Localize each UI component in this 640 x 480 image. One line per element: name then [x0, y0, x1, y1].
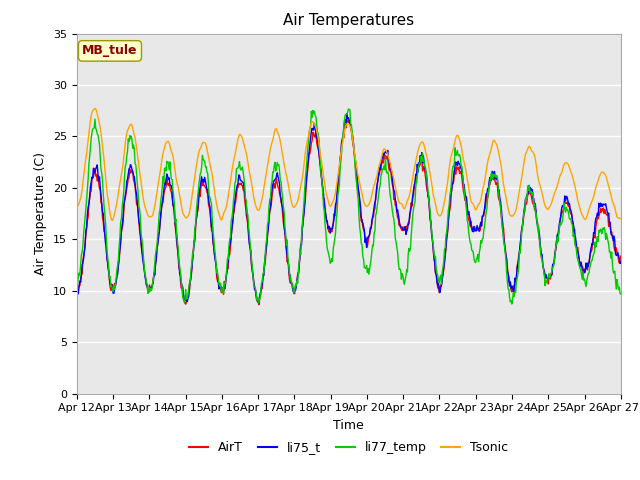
Tsonic	[417, 141, 424, 147]
li77_temp	[416, 160, 424, 166]
AirT	[194, 208, 202, 214]
li75_t	[194, 204, 202, 209]
li77_temp	[617, 291, 625, 297]
li75_t	[83, 224, 90, 229]
Tsonic	[617, 216, 625, 222]
li75_t	[223, 271, 230, 277]
li77_temp	[344, 106, 352, 112]
AirT	[433, 271, 440, 276]
Line: li77_temp: li77_temp	[77, 109, 621, 304]
li77_temp	[73, 286, 81, 292]
li77_temp	[194, 192, 202, 198]
li75_t	[617, 259, 625, 265]
li75_t	[417, 153, 424, 158]
X-axis label: Time: Time	[333, 419, 364, 432]
li77_temp	[508, 301, 516, 307]
AirT	[139, 252, 147, 258]
AirT	[617, 253, 625, 259]
Line: AirT: AirT	[77, 120, 621, 305]
AirT	[73, 284, 81, 289]
Y-axis label: Air Temperature (C): Air Temperature (C)	[35, 152, 47, 275]
AirT	[83, 226, 90, 231]
Tsonic	[91, 106, 99, 111]
li75_t	[343, 111, 351, 117]
li77_temp	[223, 267, 230, 273]
AirT	[255, 302, 263, 308]
li75_t	[433, 272, 440, 278]
Tsonic	[224, 194, 232, 200]
li75_t	[139, 256, 147, 262]
Tsonic	[83, 150, 90, 156]
Tsonic	[196, 147, 204, 153]
li75_t	[254, 299, 262, 305]
Legend: AirT, li75_t, li77_temp, Tsonic: AirT, li75_t, li77_temp, Tsonic	[184, 436, 513, 459]
li75_t	[73, 293, 81, 299]
li77_temp	[139, 241, 147, 247]
Text: MB_tule: MB_tule	[82, 44, 138, 58]
AirT	[417, 161, 424, 167]
Tsonic	[73, 204, 81, 209]
Tsonic	[109, 217, 116, 223]
Title: Air Temperatures: Air Temperatures	[284, 13, 414, 28]
li77_temp	[431, 253, 439, 259]
Tsonic	[433, 205, 440, 211]
Line: li75_t: li75_t	[77, 114, 621, 302]
AirT	[343, 117, 351, 123]
Tsonic	[140, 201, 148, 206]
Line: Tsonic: Tsonic	[77, 108, 621, 220]
li77_temp	[83, 195, 90, 201]
AirT	[223, 270, 230, 276]
